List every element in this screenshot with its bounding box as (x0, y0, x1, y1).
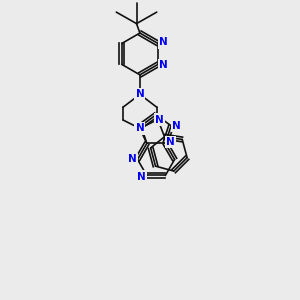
Text: N: N (136, 89, 144, 99)
Text: N: N (155, 115, 164, 124)
Text: N: N (137, 172, 146, 182)
Text: N: N (128, 154, 136, 164)
Text: N: N (167, 137, 175, 147)
Text: N: N (136, 123, 144, 134)
Text: N: N (172, 121, 181, 131)
Text: N: N (159, 38, 168, 47)
Text: N: N (159, 60, 168, 70)
